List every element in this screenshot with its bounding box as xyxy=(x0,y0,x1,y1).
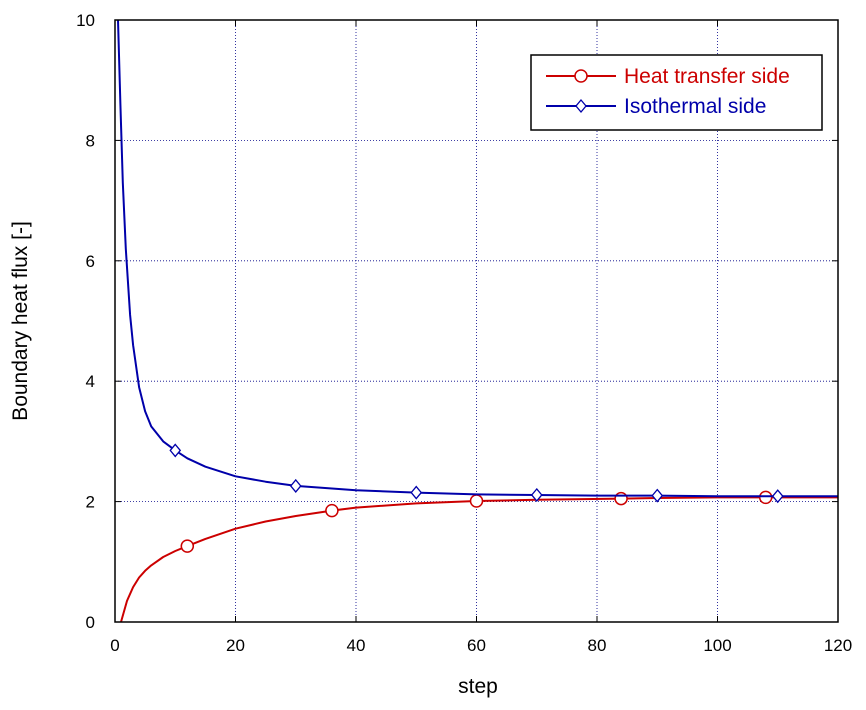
marker-isothermal xyxy=(169,443,182,458)
x-tick-label: 0 xyxy=(110,636,119,655)
marker-heat-transfer xyxy=(180,539,195,553)
marker-isothermal xyxy=(289,478,302,493)
y-tick-label: 0 xyxy=(86,613,95,632)
series-line-isothermal xyxy=(117,19,838,498)
series-layer xyxy=(117,19,838,623)
tick-labels: 0 20 40 60 80 100 120 0 2 4 6 8 10 xyxy=(76,11,852,655)
legend-label-heat-transfer: Heat transfer side xyxy=(624,65,790,88)
y-tick-label: 6 xyxy=(86,252,95,271)
x-tick-label: 120 xyxy=(824,636,852,655)
legend-box xyxy=(530,54,823,131)
grid-lines xyxy=(115,20,838,622)
x-tick-label: 100 xyxy=(703,636,731,655)
x-tick-label: 20 xyxy=(226,636,245,655)
marker-isothermal xyxy=(410,485,423,500)
marker-heat-transfer xyxy=(758,490,773,505)
series-line-heat-transfer xyxy=(120,496,838,623)
marker-isothermal xyxy=(651,488,664,503)
y-tick-label: 4 xyxy=(86,372,95,391)
marker-isothermal xyxy=(530,487,543,502)
x-tick-label: 80 xyxy=(588,636,607,655)
y-tick-label: 8 xyxy=(86,131,95,150)
legend: Heat transfer side Isothermal side xyxy=(530,54,823,131)
legend-label-isothermal: Isothermal side xyxy=(624,95,766,118)
legend-marker-isothermal xyxy=(575,98,587,114)
x-axis-label: step xyxy=(458,675,498,698)
y-axis-label: Boundary heat flux [-] xyxy=(9,221,32,421)
x-tick-label: 40 xyxy=(347,636,366,655)
marker-heat-transfer xyxy=(469,494,484,508)
y-tick-label: 2 xyxy=(86,493,95,512)
marker-heat-transfer xyxy=(325,503,339,518)
marker-heat-transfer xyxy=(614,491,628,506)
x-tick-label: 60 xyxy=(467,636,486,655)
y-tick-label: 10 xyxy=(76,11,95,30)
legend-marker-heat-transfer xyxy=(574,69,588,83)
marker-isothermal xyxy=(771,489,784,504)
